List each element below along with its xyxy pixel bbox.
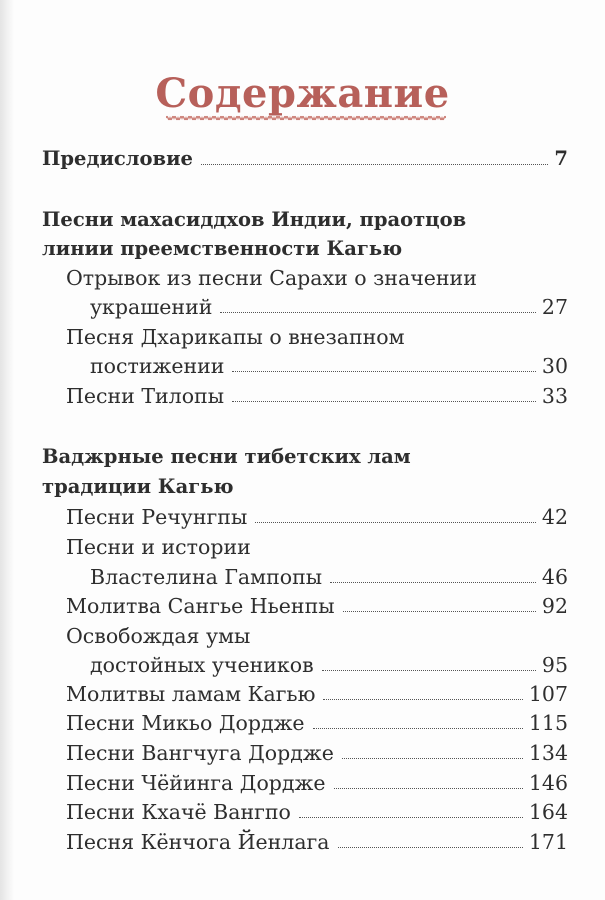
toc-entry: Освобождая умы bbox=[0, 619, 568, 649]
dot-leader bbox=[323, 699, 523, 700]
toc-entry-title: Песни Чёйинга Дордже bbox=[66, 771, 326, 795]
toc-entry-title: линии преемственности Кагью bbox=[42, 237, 403, 260]
dot-leader bbox=[220, 312, 536, 313]
toc-entry: Песни и истории bbox=[0, 530, 568, 560]
toc-entry: Песни Вангчуга Дордже 134 bbox=[0, 736, 568, 766]
toc-page-number: 171 bbox=[528, 830, 568, 854]
toc-entry-title: Молитвы ламам Кагью bbox=[66, 682, 316, 706]
toc-page-number: 115 bbox=[528, 711, 568, 735]
toc-entry: Песни Чёйинга Дордже 146 bbox=[0, 766, 568, 796]
toc-entry: Песни Микьо Дордже 115 bbox=[0, 706, 568, 736]
toc-entry: Песня Дхарикапы о внезапном bbox=[0, 320, 568, 350]
toc-entry: достойных учеников 95 bbox=[0, 648, 568, 678]
dot-leader bbox=[333, 788, 523, 789]
toc-page-number: 92 bbox=[541, 594, 568, 618]
toc-page-number: 164 bbox=[528, 800, 568, 824]
toc-entry-title: Отрывок из песни Сарахи о значении bbox=[66, 266, 477, 290]
toc-page-number: 30 bbox=[541, 354, 568, 378]
toc-entry-title: Ваджрные песни тибетских лам bbox=[42, 445, 411, 468]
dot-leader bbox=[232, 371, 536, 372]
toc-entry: Ваджрные песни тибетских лам bbox=[0, 440, 568, 470]
toc-page-number: 107 bbox=[528, 682, 568, 706]
toc-page-number: 7 bbox=[554, 147, 568, 170]
toc-entry-title: Песни махасиддхов Индии, праотцов bbox=[42, 208, 467, 231]
dot-leader bbox=[330, 582, 536, 583]
dot-leader bbox=[312, 728, 523, 729]
toc-entry: линии преемственности Кагью bbox=[0, 232, 568, 262]
page-edge-shadow bbox=[0, 0, 14, 900]
toc-entry: Отрывок из песни Сарахи о значении bbox=[0, 261, 568, 291]
toc-entry: Песня Кёнчога Йенлага 171 bbox=[0, 825, 568, 855]
dot-leader bbox=[232, 401, 536, 402]
toc-entry: Молитвы ламам Кагью 107 bbox=[0, 677, 568, 707]
toc-entry: Предисловие 7 bbox=[0, 142, 568, 172]
toc-entry: традиции Кагью bbox=[0, 470, 568, 500]
toc-entry-title: Песни и истории bbox=[66, 535, 251, 559]
dot-leader bbox=[255, 522, 536, 523]
toc-page-number: 33 bbox=[541, 384, 568, 408]
toc-entry-title: Освобождая умы bbox=[66, 624, 251, 648]
toc-page-number: 46 bbox=[541, 565, 568, 589]
toc-page-number: 95 bbox=[541, 653, 568, 677]
toc-entry: Песни махасиддхов Индии, праотцов bbox=[0, 203, 568, 233]
toc-entry-title: Предисловие bbox=[42, 147, 193, 170]
toc-page-number: 134 bbox=[528, 741, 568, 765]
toc-entry: Песни Кхачё Вангпо 164 bbox=[0, 795, 568, 825]
toc-entry-title: достойных учеников bbox=[90, 653, 314, 677]
toc-entry-title: Песни Микьо Дордже bbox=[66, 711, 305, 735]
toc-entry-title: традиции Кагью bbox=[42, 475, 234, 498]
page-title: Содержание bbox=[155, 70, 450, 117]
dot-leader bbox=[341, 758, 523, 759]
toc-entry-title: украшений bbox=[90, 295, 213, 319]
dot-leader bbox=[321, 670, 536, 671]
dot-leader bbox=[298, 817, 523, 818]
toc-entry-title: Песня Кёнчога Йенлага bbox=[66, 830, 330, 854]
toc-entry-title: Песня Дхарикапы о внезапном bbox=[66, 325, 405, 349]
toc-entry: Властелина Гампопы 46 bbox=[0, 560, 568, 590]
toc-entry: Песни Тилопы 33 bbox=[0, 379, 568, 409]
toc-entry: украшений 27 bbox=[0, 290, 568, 320]
toc-entry: Песни Речунгпы 42 bbox=[0, 500, 568, 530]
toc-entry-title: Молитва Сангье Ньенпы bbox=[66, 594, 335, 618]
toc-entry: Молитва Сангье Ньенпы 92 bbox=[0, 589, 568, 619]
dot-leader bbox=[342, 611, 536, 612]
toc-entry: постижении 30 bbox=[0, 349, 568, 379]
title-wavy-underline bbox=[166, 115, 446, 121]
toc-entry-title: Властелина Гампопы bbox=[90, 565, 323, 589]
toc-entry-title: постижении bbox=[90, 354, 225, 378]
toc-entry-title: Песни Кхачё Вангпо bbox=[66, 800, 291, 824]
toc-page-number: 146 bbox=[528, 771, 568, 795]
toc-page-number: 27 bbox=[541, 295, 568, 319]
toc-entry-title: Песни Вангчуга Дордже bbox=[66, 741, 334, 765]
toc-entry-title: Песни Речунгпы bbox=[66, 505, 248, 529]
dot-leader bbox=[200, 164, 549, 165]
toc-entry-title: Песни Тилопы bbox=[66, 384, 225, 408]
dot-leader bbox=[337, 847, 523, 848]
toc-page-number: 42 bbox=[541, 505, 568, 529]
